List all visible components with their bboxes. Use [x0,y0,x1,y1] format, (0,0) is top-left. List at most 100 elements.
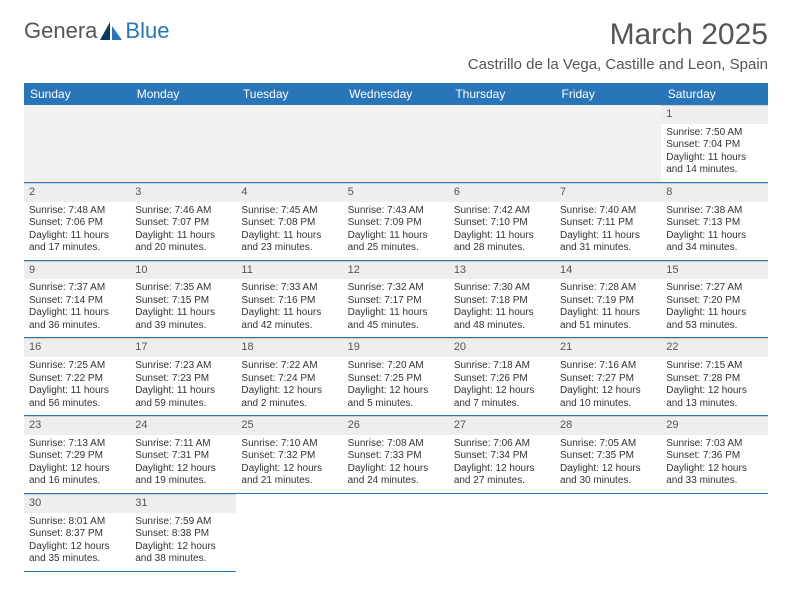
sunrise-line: Sunrise: 7:48 AM [29,205,125,218]
day-number: 22 [661,338,767,357]
day-details: Sunrise: 7:43 AMSunset: 7:09 PMDaylight:… [343,202,449,260]
daylight-line: Daylight: 11 hours and 14 minutes. [666,152,762,177]
day-number: 11 [236,261,342,280]
day-details: Sunrise: 7:05 AMSunset: 7:35 PMDaylight:… [555,435,661,493]
sunset-line: Sunset: 7:13 PM [666,217,762,230]
sunset-line: Sunset: 7:34 PM [454,450,550,463]
day-details: Sunrise: 7:48 AMSunset: 7:06 PMDaylight:… [24,202,130,260]
calendar-day-cell: 16Sunrise: 7:25 AMSunset: 7:22 PMDayligh… [24,338,130,416]
calendar-day-cell: 25Sunrise: 7:10 AMSunset: 7:32 PMDayligh… [236,416,342,494]
sunrise-line: Sunrise: 7:38 AM [666,205,762,218]
day-number: 5 [343,183,449,202]
sunrise-line: Sunrise: 7:16 AM [560,360,656,373]
sunrise-line: Sunrise: 7:59 AM [135,516,231,529]
day-number: 14 [555,261,661,280]
calendar-day-cell: .. [24,105,130,182]
day-number: 2 [24,183,130,202]
sunrise-line: Sunrise: 7:42 AM [454,205,550,218]
calendar-day-cell: .. [449,105,555,182]
sunset-line: Sunset: 7:06 PM [29,217,125,230]
day-number: 24 [130,416,236,435]
daylight-line: Daylight: 11 hours and 45 minutes. [348,307,444,332]
day-details: Sunrise: 7:15 AMSunset: 7:28 PMDaylight:… [661,357,767,415]
day-number: 29 [661,416,767,435]
calendar-day-cell: 29Sunrise: 7:03 AMSunset: 7:36 PMDayligh… [661,416,767,494]
sunrise-line: Sunrise: 7:03 AM [666,438,762,451]
daylight-line: Daylight: 12 hours and 27 minutes. [454,463,550,488]
calendar-day-cell: 11Sunrise: 7:33 AMSunset: 7:16 PMDayligh… [236,260,342,338]
day-details: Sunrise: 7:13 AMSunset: 7:29 PMDaylight:… [24,435,130,493]
day-details: Sunrise: 7:18 AMSunset: 7:26 PMDaylight:… [449,357,555,415]
calendar-day-cell: 26Sunrise: 7:08 AMSunset: 7:33 PMDayligh… [343,416,449,494]
sunset-line: Sunset: 7:29 PM [29,450,125,463]
daylight-line: Daylight: 12 hours and 38 minutes. [135,541,231,566]
day-details: Sunrise: 7:27 AMSunset: 7:20 PMDaylight:… [661,279,767,337]
day-details: Sunrise: 7:16 AMSunset: 7:27 PMDaylight:… [555,357,661,415]
day-number: 30 [24,494,130,513]
calendar-day-cell: 21Sunrise: 7:16 AMSunset: 7:27 PMDayligh… [555,338,661,416]
calendar-day-cell: 20Sunrise: 7:18 AMSunset: 7:26 PMDayligh… [449,338,555,416]
day-details: Sunrise: 7:50 AMSunset: 7:04 PMDaylight:… [661,124,767,182]
day-number: 28 [555,416,661,435]
calendar-day-cell: 5Sunrise: 7:43 AMSunset: 7:09 PMDaylight… [343,182,449,260]
day-number: 1 [661,105,767,124]
calendar-day-cell: 7Sunrise: 7:40 AMSunset: 7:11 PMDaylight… [555,182,661,260]
calendar-week-row: 9Sunrise: 7:37 AMSunset: 7:14 PMDaylight… [24,260,768,338]
day-details: Sunrise: 7:59 AMSunset: 8:38 PMDaylight:… [130,513,236,571]
weekday-header: Friday [555,83,661,105]
day-details: Sunrise: 7:10 AMSunset: 7:32 PMDaylight:… [236,435,342,493]
daylight-line: Daylight: 11 hours and 51 minutes. [560,307,656,332]
day-details: Sunrise: 7:37 AMSunset: 7:14 PMDaylight:… [24,279,130,337]
logo-text-1: Genera [24,18,97,44]
daylight-line: Daylight: 12 hours and 21 minutes. [241,463,337,488]
sunrise-line: Sunrise: 7:45 AM [241,205,337,218]
sunrise-line: Sunrise: 7:35 AM [135,282,231,295]
sunset-line: Sunset: 7:08 PM [241,217,337,230]
daylight-line: Daylight: 12 hours and 16 minutes. [29,463,125,488]
daylight-line: Daylight: 11 hours and 25 minutes. [348,230,444,255]
daylight-line: Daylight: 11 hours and 39 minutes. [135,307,231,332]
sunset-line: Sunset: 7:14 PM [29,295,125,308]
sunset-line: Sunset: 7:35 PM [560,450,656,463]
sunset-line: Sunset: 7:11 PM [560,217,656,230]
sunrise-line: Sunrise: 7:27 AM [666,282,762,295]
sunset-line: Sunset: 7:23 PM [135,373,231,386]
daylight-line: Daylight: 11 hours and 34 minutes. [666,230,762,255]
sunset-line: Sunset: 8:38 PM [135,528,231,541]
sunrise-line: Sunrise: 7:28 AM [560,282,656,295]
sunrise-line: Sunrise: 7:15 AM [666,360,762,373]
sunrise-line: Sunrise: 7:11 AM [135,438,231,451]
calendar-week-row: 16Sunrise: 7:25 AMSunset: 7:22 PMDayligh… [24,338,768,416]
sunset-line: Sunset: 7:15 PM [135,295,231,308]
daylight-line: Daylight: 12 hours and 24 minutes. [348,463,444,488]
calendar-day-cell: 19Sunrise: 7:20 AMSunset: 7:25 PMDayligh… [343,338,449,416]
sunset-line: Sunset: 7:26 PM [454,373,550,386]
day-number: 9 [24,261,130,280]
sunrise-line: Sunrise: 7:40 AM [560,205,656,218]
sunrise-line: Sunrise: 7:23 AM [135,360,231,373]
sunset-line: Sunset: 7:36 PM [666,450,762,463]
sunrise-line: Sunrise: 7:13 AM [29,438,125,451]
day-number: 6 [449,183,555,202]
sunset-line: Sunset: 7:10 PM [454,217,550,230]
calendar-day-cell: .. [343,105,449,182]
sunrise-line: Sunrise: 7:37 AM [29,282,125,295]
calendar-day-cell: 12Sunrise: 7:32 AMSunset: 7:17 PMDayligh… [343,260,449,338]
calendar-week-row: 2Sunrise: 7:48 AMSunset: 7:06 PMDaylight… [24,182,768,260]
calendar-day-cell: 28Sunrise: 7:05 AMSunset: 7:35 PMDayligh… [555,416,661,494]
day-number: 20 [449,338,555,357]
sunset-line: Sunset: 7:18 PM [454,295,550,308]
daylight-line: Daylight: 12 hours and 30 minutes. [560,463,656,488]
daylight-line: Daylight: 11 hours and 20 minutes. [135,230,231,255]
day-details: Sunrise: 7:11 AMSunset: 7:31 PMDaylight:… [130,435,236,493]
sunset-line: Sunset: 7:19 PM [560,295,656,308]
day-details: Sunrise: 7:32 AMSunset: 7:17 PMDaylight:… [343,279,449,337]
sunset-line: Sunset: 7:07 PM [135,217,231,230]
sunset-line: Sunset: 8:37 PM [29,528,125,541]
sunset-line: Sunset: 7:32 PM [241,450,337,463]
day-details: Sunrise: 7:22 AMSunset: 7:24 PMDaylight:… [236,357,342,415]
calendar-day-cell: 27Sunrise: 7:06 AMSunset: 7:34 PMDayligh… [449,416,555,494]
calendar-day-cell: .. [661,493,767,571]
calendar-table: Sunday Monday Tuesday Wednesday Thursday… [24,83,768,572]
daylight-line: Daylight: 12 hours and 19 minutes. [135,463,231,488]
